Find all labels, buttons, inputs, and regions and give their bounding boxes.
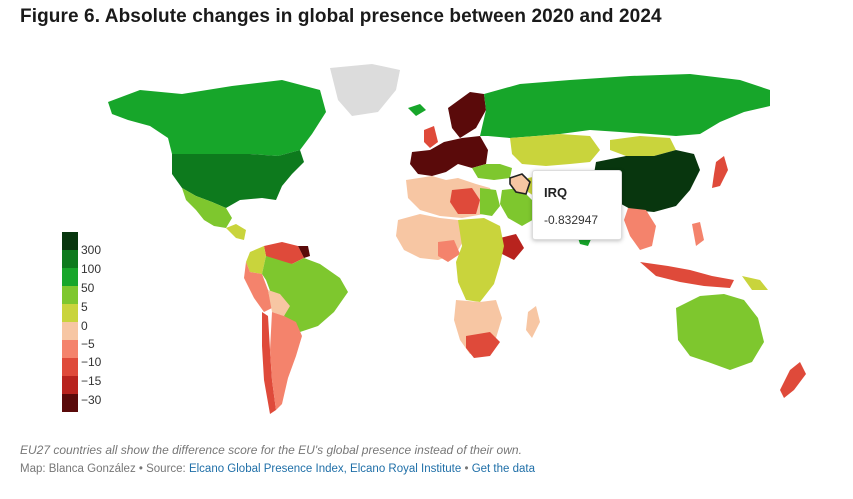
source-link[interactable]: Elcano Global Presence Index, Elcano Roy… bbox=[188, 463, 462, 475]
country-argentina[interactable] bbox=[270, 312, 302, 410]
legend-label: 100 bbox=[81, 262, 102, 276]
legend-swatch bbox=[62, 286, 78, 304]
country-mongolia[interactable] bbox=[610, 136, 676, 156]
country-southeast-asia[interactable] bbox=[624, 208, 656, 250]
world-map[interactable] bbox=[0, 50, 853, 435]
country-scandinavia[interactable] bbox=[448, 92, 486, 138]
country-colombia[interactable] bbox=[246, 246, 266, 274]
legend-label: 50 bbox=[81, 281, 95, 295]
country-chile[interactable] bbox=[262, 312, 276, 414]
country-iraq[interactable] bbox=[509, 173, 531, 195]
credit-prefix: Map: Blanca González • Source: bbox=[20, 463, 189, 475]
legend: 300 100 50 5 0 −5 −10 −15 −30 bbox=[62, 232, 122, 422]
country-uk[interactable] bbox=[424, 126, 438, 148]
credit-line: Map: Blanca González • Source: Elcano Gl… bbox=[20, 463, 535, 475]
country-iceland[interactable] bbox=[408, 104, 426, 116]
country-central-america[interactable] bbox=[226, 224, 246, 240]
page-title: Figure 6. Absolute changes in global pre… bbox=[20, 6, 662, 27]
country-papua-new-guinea[interactable] bbox=[742, 276, 768, 290]
country-turkey[interactable] bbox=[472, 164, 512, 180]
legend-swatch bbox=[62, 358, 78, 376]
country-mexico[interactable] bbox=[182, 188, 232, 228]
legend-swatch bbox=[62, 376, 78, 394]
country-nigeria[interactable] bbox=[438, 240, 460, 262]
legend-label: −30 bbox=[81, 393, 102, 407]
country-eu[interactable] bbox=[410, 136, 488, 176]
country-libya[interactable] bbox=[450, 188, 480, 214]
country-ethiopia[interactable] bbox=[500, 234, 524, 260]
country-new-zealand[interactable] bbox=[780, 362, 806, 398]
country-philippines[interactable] bbox=[692, 222, 704, 246]
country-australia[interactable] bbox=[676, 294, 764, 370]
legend-label: 300 bbox=[81, 243, 102, 257]
legend-swatch bbox=[62, 250, 78, 268]
country-central-africa[interactable] bbox=[456, 218, 504, 302]
country-peru[interactable] bbox=[244, 262, 272, 312]
legend-label: 0 bbox=[81, 319, 88, 333]
country-guyana[interactable] bbox=[298, 246, 310, 258]
world-map-svg bbox=[108, 64, 806, 414]
country-saudi-arabia[interactable] bbox=[500, 188, 536, 226]
legend-swatch bbox=[62, 268, 78, 286]
country-south-africa[interactable] bbox=[466, 332, 500, 358]
country-indonesia[interactable] bbox=[640, 262, 734, 288]
legend-swatch bbox=[62, 232, 78, 250]
country-egypt[interactable] bbox=[480, 188, 500, 216]
country-usa[interactable] bbox=[172, 150, 304, 208]
tooltip-value: -0.832947 bbox=[544, 213, 599, 227]
country-japan[interactable] bbox=[712, 156, 728, 188]
footnote: EU27 countries all show the difference s… bbox=[20, 443, 522, 457]
country-canada[interactable] bbox=[108, 80, 326, 156]
get-data-link[interactable]: Get the data bbox=[471, 463, 535, 475]
legend-swatch bbox=[62, 322, 78, 340]
country-bolivia[interactable] bbox=[268, 290, 290, 316]
legend-label: −10 bbox=[81, 355, 102, 369]
legend-swatch bbox=[62, 340, 78, 358]
legend-label: −5 bbox=[81, 337, 95, 351]
country-central-asia[interactable] bbox=[510, 134, 600, 166]
legend-swatch bbox=[62, 304, 78, 322]
credit-separator: • bbox=[461, 463, 472, 475]
tooltip-country: IRQ bbox=[544, 185, 568, 200]
legend-swatch bbox=[62, 394, 78, 412]
legend-label: −15 bbox=[81, 374, 102, 388]
legend-label: 5 bbox=[81, 300, 88, 314]
country-madagascar[interactable] bbox=[526, 306, 540, 338]
country-russia[interactable] bbox=[480, 74, 770, 138]
country-greenland[interactable] bbox=[330, 64, 400, 116]
country-tooltip: IRQ -0.832947 bbox=[532, 170, 622, 240]
